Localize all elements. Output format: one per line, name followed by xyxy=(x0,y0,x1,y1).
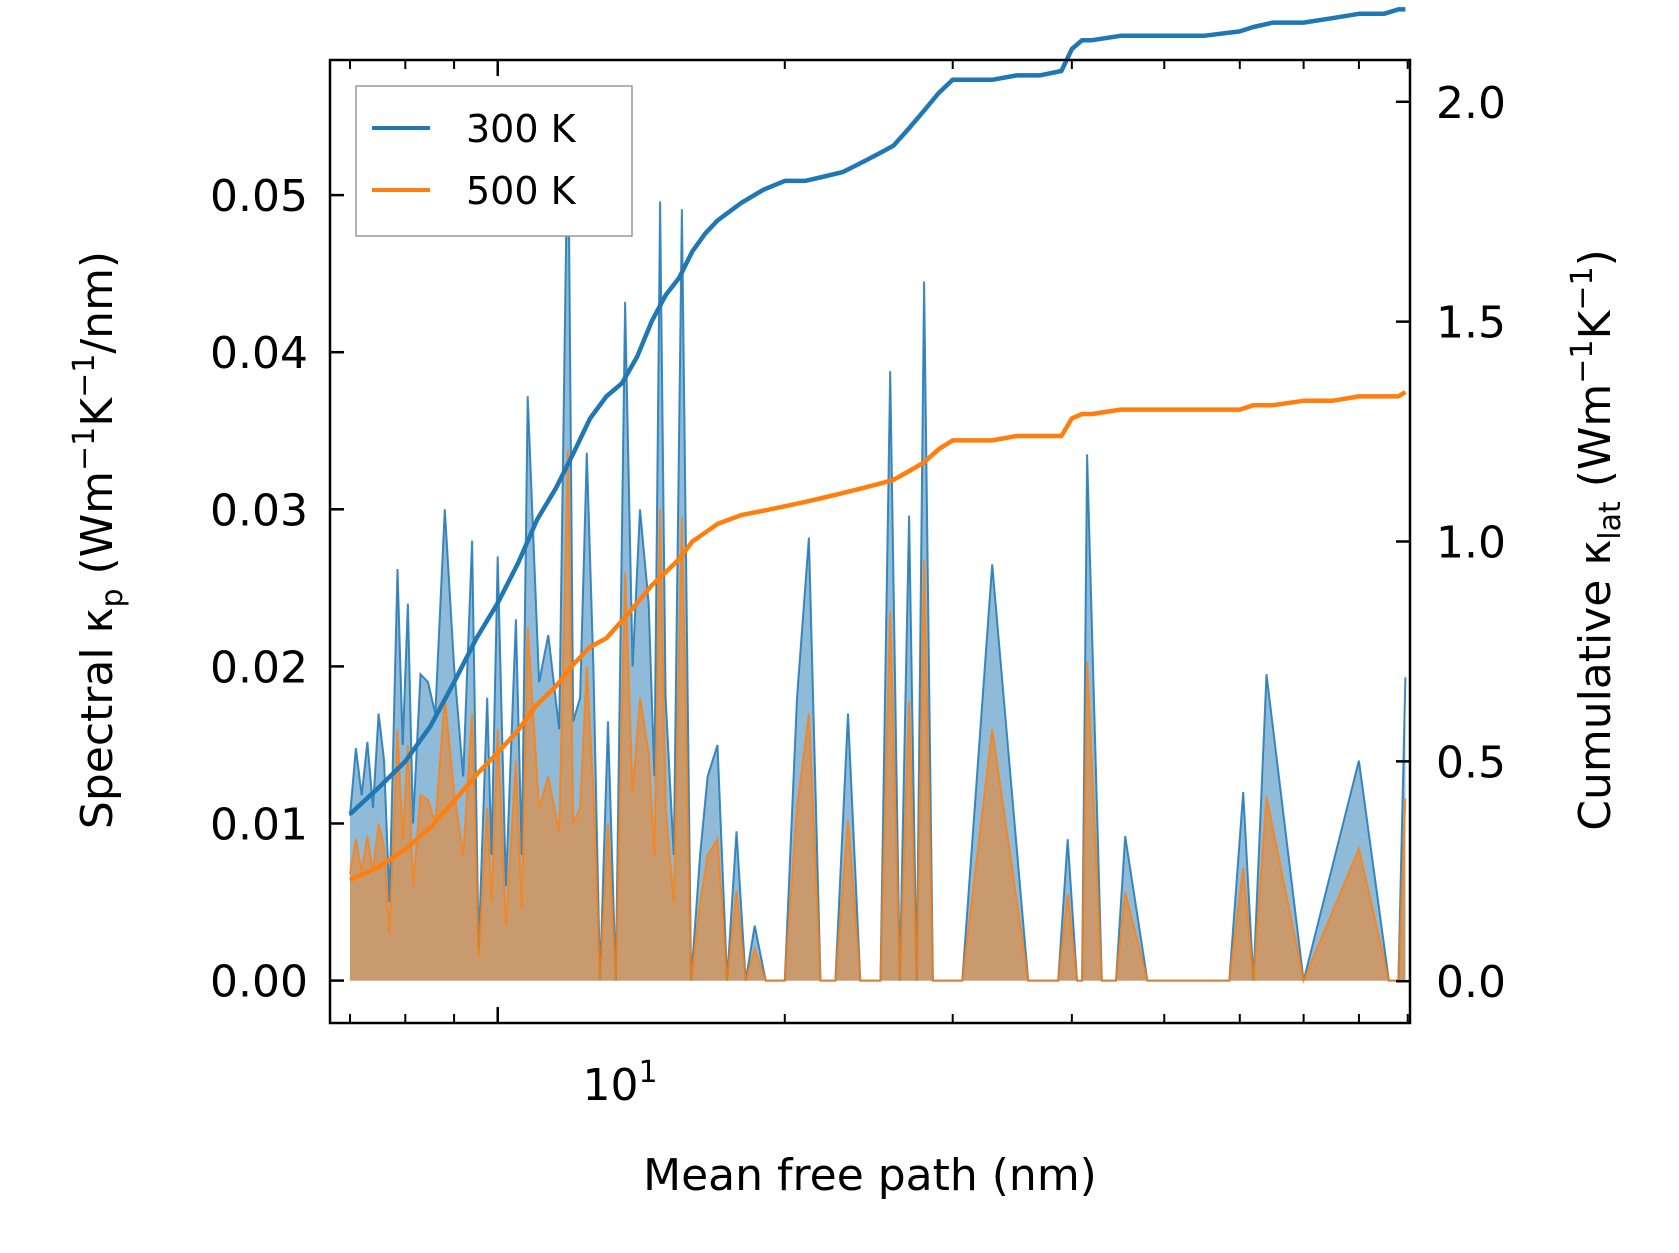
left-tick-label-0.03: 0.03 xyxy=(210,485,308,536)
right-tick-label-1.0: 1.0 xyxy=(1436,518,1506,569)
axis-ticks: 0.00 0.01 0.02 0.03 0.04 0.05 0.0 0.5 1.0 1.5 2.0 xyxy=(210,60,1506,1023)
series-lines xyxy=(348,7,1407,984)
left-tick-label-0.00: 0.00 xyxy=(210,957,308,1008)
right-tick-label-2.0: 2.0 xyxy=(1436,78,1506,129)
right-tick-label-1.5: 1.5 xyxy=(1436,298,1506,349)
x-axis-title: Mean free path (nm) xyxy=(643,1150,1097,1201)
spectral-fill-500k xyxy=(349,449,1406,981)
spectral-line-500k xyxy=(349,449,1407,984)
cumulative-line-300k xyxy=(348,7,1406,816)
x-tick-label-10: 101 xyxy=(582,1055,657,1111)
left-tick-label-0.04: 0.04 xyxy=(210,328,308,379)
legend-label-500k: 500 K xyxy=(466,169,577,213)
legend: 300 K 500 K xyxy=(355,85,633,237)
left-axis-title: Spectral κp (Wm−1K−1/nm) xyxy=(67,251,130,829)
left-tick-label-0.05: 0.05 xyxy=(210,171,308,222)
cumulative-line-500k xyxy=(349,390,1407,883)
legend-box xyxy=(355,85,633,237)
spectral-fills xyxy=(349,105,1406,981)
left-tick-label-0.02: 0.02 xyxy=(210,642,308,693)
left-tick-label-0.01: 0.01 xyxy=(210,799,308,850)
legend-label-300k: 300 K xyxy=(466,107,577,151)
right-axis-title: Cumulative κlat (Wm−1K−1) xyxy=(1565,249,1628,831)
right-tick-label-0.0: 0.0 xyxy=(1436,957,1506,1008)
right-tick-label-0.5: 0.5 xyxy=(1436,737,1506,788)
